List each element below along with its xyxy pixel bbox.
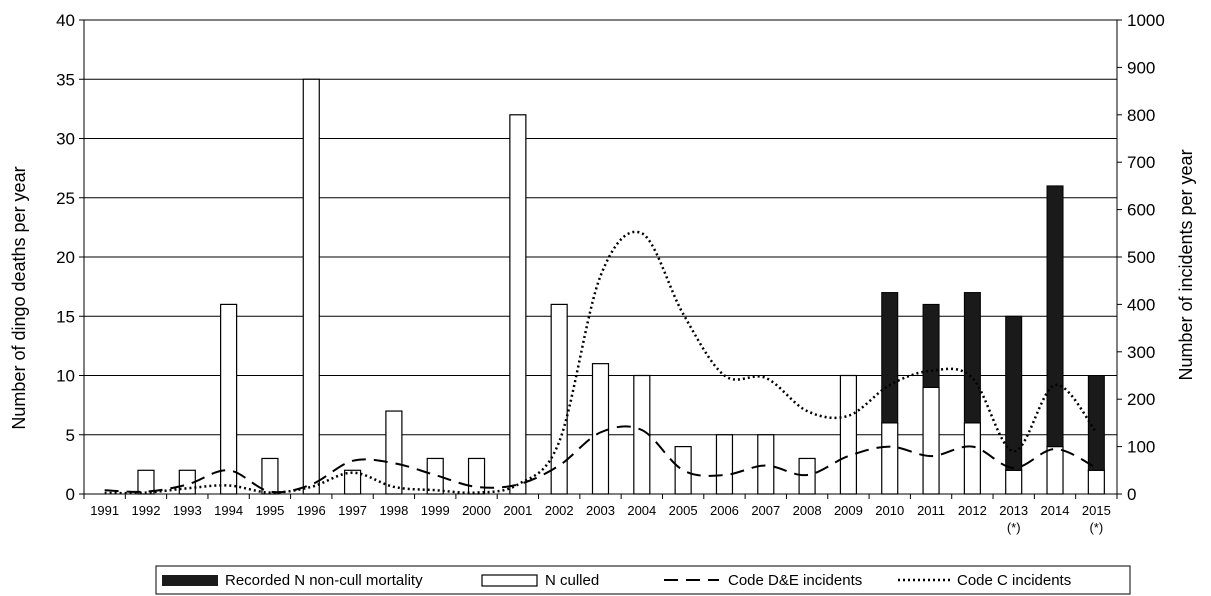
x-tick-label: 2015 — [1082, 503, 1111, 518]
right-tick-label: 1000 — [1127, 11, 1165, 30]
x-tick-label: 1994 — [214, 503, 243, 518]
bar-culled — [963, 422, 981, 495]
right-tick-label: 300 — [1127, 343, 1155, 362]
x-tick-labels: 1991 1992 1993 1994 1995 1996 1997 1998 1999 2000… — [83, 494, 1118, 535]
right-tick-label: 500 — [1127, 248, 1155, 267]
bar-culled — [1087, 469, 1105, 495]
left-tick-label: 40 — [56, 11, 75, 30]
left-tick-label: 25 — [56, 189, 75, 208]
x-tick-label: 2013 — [999, 503, 1028, 518]
x-tick-label: 2012 — [958, 503, 987, 518]
bar-culled — [302, 78, 320, 495]
legend-label-de: Code D&E incidents — [728, 572, 862, 589]
x-tick-note: (*) — [1007, 520, 1021, 535]
bar-culled — [839, 374, 858, 495]
x-tick-label: 1997 — [338, 503, 367, 518]
x-tick-label: 2011 — [917, 503, 945, 518]
x-tick-label: 2008 — [793, 503, 822, 518]
bar-culled — [674, 446, 692, 495]
legend-label-non-cull: Recorded N non-cull mortality — [225, 572, 423, 589]
bar-culled — [798, 457, 816, 495]
legend-label-c: Code C incidents — [957, 572, 1071, 589]
legend: Recorded N non-cull mortality N culled C… — [155, 565, 1131, 595]
bar-non-cull — [963, 292, 981, 424]
right-axis-label: Number of incidents per year — [1176, 149, 1196, 380]
bar-culled — [550, 303, 568, 495]
right-tick-label: 200 — [1127, 390, 1155, 409]
right-tick-label: 400 — [1127, 295, 1155, 314]
x-tick-label: 2001 — [503, 503, 532, 518]
x-tick-label: 2006 — [710, 503, 739, 518]
bar-culled — [715, 434, 734, 495]
x-tick-label: 1991 — [90, 503, 119, 518]
left-tick-label: 35 — [56, 70, 75, 89]
bars-layer — [137, 78, 1105, 495]
left-tick-label: 5 — [66, 426, 75, 445]
bar-culled — [261, 457, 279, 495]
left-tick-label: 30 — [56, 130, 75, 149]
right-tick-label: 600 — [1127, 201, 1155, 220]
x-tick-label: 2002 — [545, 503, 574, 518]
bar-non-cull — [1046, 185, 1064, 448]
left-tick-labels: 0 5 10 15 20 25 30 35 40 — [56, 11, 84, 504]
right-tick-labels: 0 100 200 300 400 500 600 700 800 900 1000 — [1117, 11, 1165, 504]
lines-layer — [104, 230, 1098, 495]
x-tick-label: 1999 — [421, 503, 450, 518]
left-tick-label: 0 — [66, 485, 75, 504]
bar-non-cull — [881, 292, 899, 424]
x-tick-label: 2004 — [627, 503, 656, 518]
bar-non-cull — [1087, 375, 1105, 471]
right-tick-label: 900 — [1127, 58, 1155, 77]
x-tick-label: 1996 — [297, 503, 326, 518]
bar-culled — [1046, 446, 1064, 495]
x-tick-label: 2014 — [1041, 503, 1070, 518]
x-tick-note: (*) — [1089, 520, 1103, 535]
left-tick-label: 10 — [56, 367, 75, 386]
bar-culled — [922, 386, 940, 495]
legend-swatch-culled — [481, 574, 538, 587]
left-tick-label: 20 — [56, 248, 75, 267]
legend-label-culled: N culled — [545, 572, 599, 589]
legend-frame — [155, 565, 1131, 595]
x-tick-label: 2009 — [834, 503, 863, 518]
legend-swatch-non-cull — [162, 575, 218, 586]
bar-non-cull — [922, 303, 940, 388]
bar-non-cull — [1005, 315, 1023, 471]
right-tick-label: 100 — [1127, 438, 1155, 457]
bar-culled — [1005, 469, 1023, 495]
x-tick-label: 2000 — [462, 503, 491, 518]
left-tick-label: 15 — [56, 307, 75, 326]
line-code-c-incidents — [104, 230, 1098, 495]
line-code-de-incidents — [104, 425, 1097, 494]
x-tick-label: 2005 — [669, 503, 698, 518]
x-tick-label: 2003 — [586, 503, 615, 518]
x-tick-label: 1998 — [379, 503, 408, 518]
right-tick-label: 700 — [1127, 153, 1155, 172]
bar-culled — [757, 434, 775, 495]
bar-culled — [220, 303, 238, 495]
bar-culled — [385, 410, 403, 495]
x-tick-label: 2010 — [875, 503, 904, 518]
left-axis-label: Number of dingo deaths per year — [9, 166, 29, 429]
bar-culled — [467, 457, 486, 495]
bar-culled — [881, 422, 899, 495]
x-tick-label: 1995 — [255, 503, 284, 518]
bar-culled — [509, 114, 527, 495]
x-tick-label: 1992 — [132, 503, 161, 518]
gridlines — [84, 19, 1117, 436]
x-tick-label: 1993 — [173, 503, 202, 518]
right-tick-label: 800 — [1127, 106, 1155, 125]
x-tick-label: 2007 — [751, 503, 780, 518]
bar-culled — [591, 363, 610, 495]
right-tick-label: 0 — [1127, 485, 1136, 504]
